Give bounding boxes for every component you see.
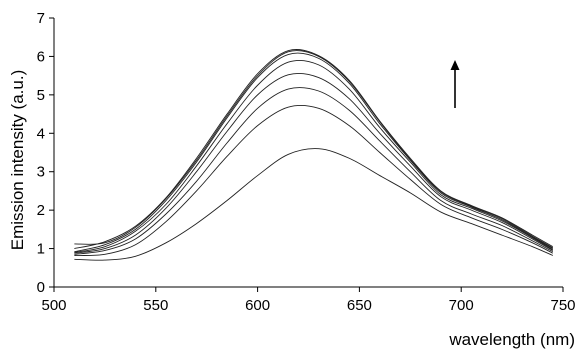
y-tick-label: 7	[37, 10, 45, 27]
y-tick-label: 1	[37, 241, 45, 258]
y-tick-label: 3	[37, 164, 45, 181]
x-tick-label: 700	[449, 297, 474, 314]
x-tick-label: 750	[550, 297, 575, 314]
x-tick-label: 600	[245, 297, 270, 314]
y-tick-label: 5	[37, 87, 45, 104]
arrow-head	[450, 60, 460, 70]
x-tick-label: 500	[41, 297, 66, 314]
series-line-5	[74, 59, 554, 253]
series-layer	[74, 49, 554, 261]
series-line-8	[74, 49, 554, 250]
y-tick-label: 2	[37, 202, 45, 219]
y-ticks: 0 1 2 3 4 5 6 7	[37, 10, 54, 296]
series-line-2	[74, 104, 554, 256]
series-line-3	[74, 87, 554, 255]
series-line-4	[74, 72, 554, 254]
y-tick-label: 6	[37, 48, 45, 65]
x-axis-title: wavelength (nm)	[448, 330, 575, 349]
x-tick-label: 550	[143, 297, 168, 314]
series-line-1	[74, 148, 553, 261]
series-line-7	[74, 50, 554, 249]
y-tick-label: 4	[37, 125, 45, 142]
series-line-6	[74, 52, 554, 253]
upward-arrow	[450, 60, 460, 108]
y-axis-title: Emission intensity (a.u.)	[8, 70, 27, 250]
y-tick-label: 0	[37, 279, 45, 296]
x-ticks: 500 550 600 650 700 750	[41, 287, 576, 314]
x-tick-label: 650	[347, 297, 372, 314]
